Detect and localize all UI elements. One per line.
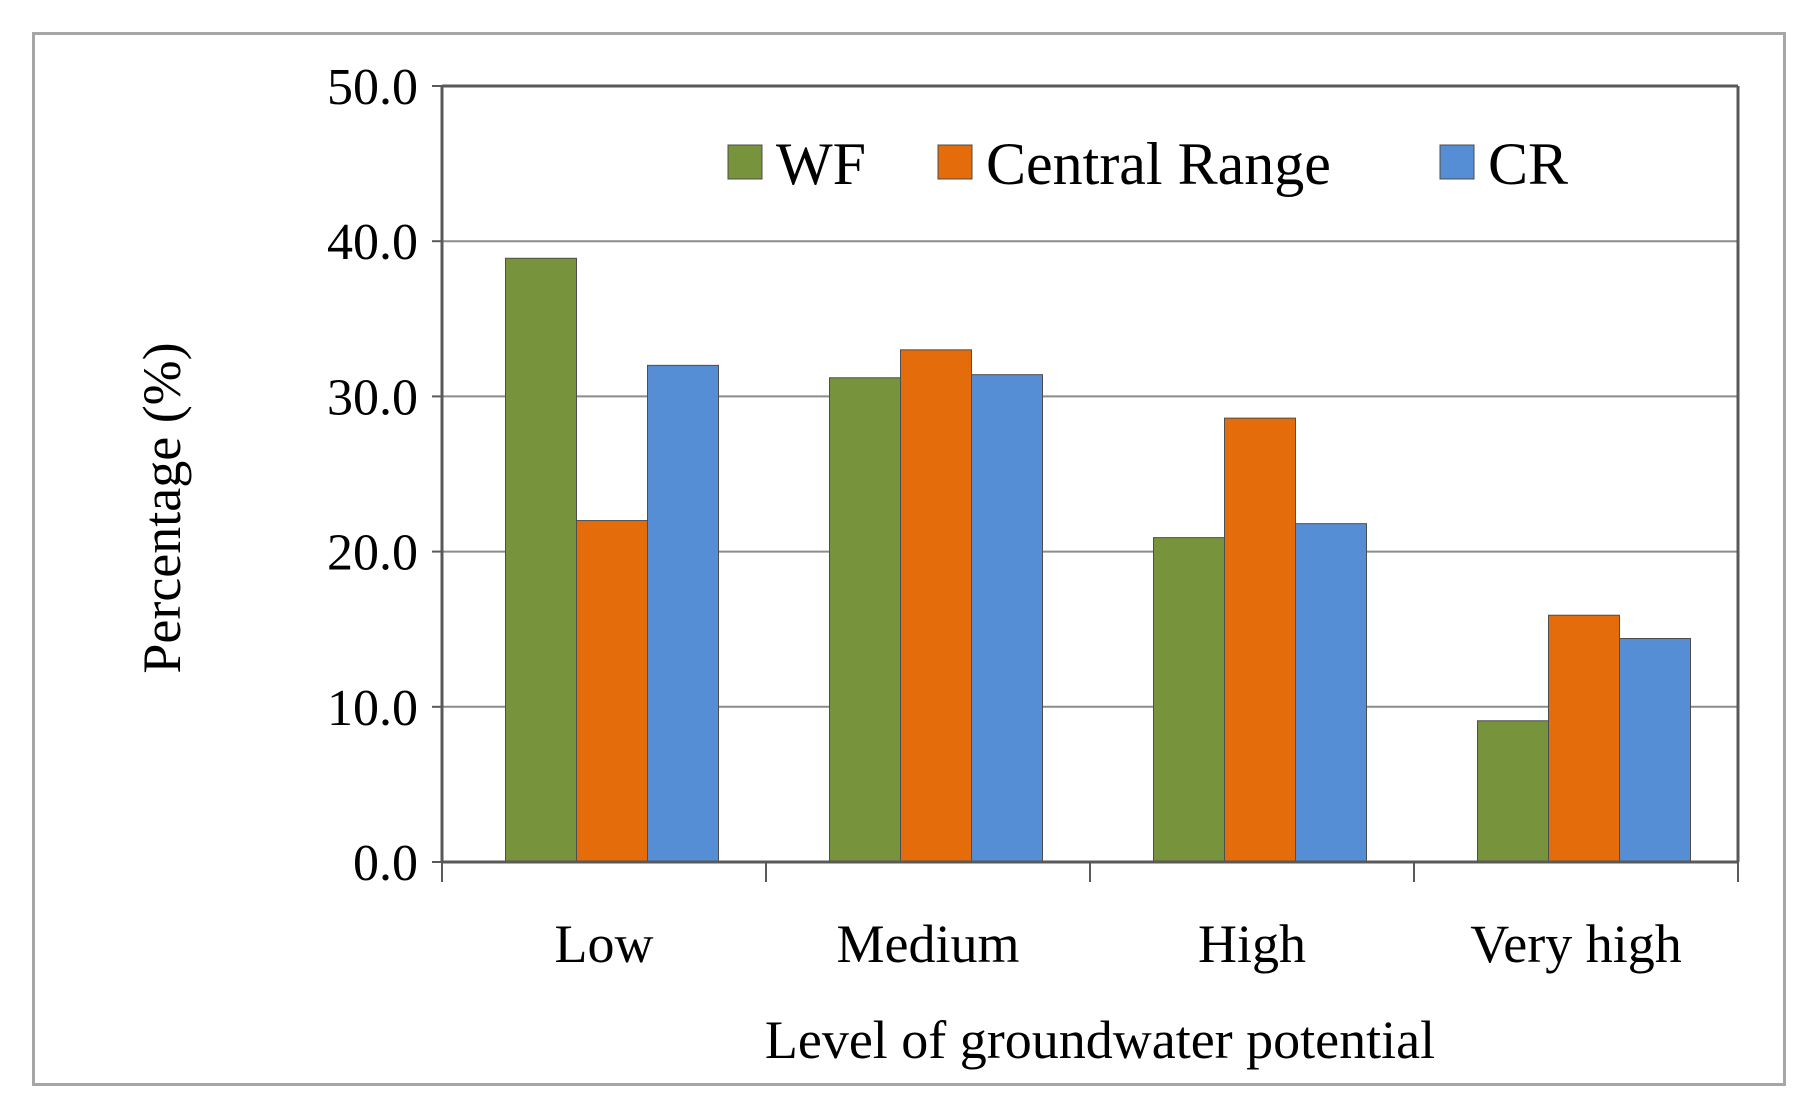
legend-label: WF	[776, 131, 866, 197]
y-tick-label: 50.0	[327, 59, 418, 116]
y-tick-label: 10.0	[327, 680, 418, 737]
y-tick-label: 0.0	[353, 835, 418, 892]
y-tick-label: 40.0	[327, 214, 418, 271]
legend-swatch	[727, 144, 763, 180]
bar-central-range-medium	[900, 349, 972, 863]
bar-wf-medium	[829, 377, 901, 863]
x-tick-label: Very high	[1470, 914, 1681, 974]
bar-cr-high	[1295, 523, 1367, 863]
y-tick-label: 20.0	[327, 525, 418, 582]
bar-wf-low	[505, 257, 577, 863]
x-axis-label: Level of groundwater potential	[765, 1010, 1435, 1070]
bar-wf-high	[1153, 537, 1225, 863]
x-tick-label: Low	[555, 914, 654, 974]
x-tick-label: High	[1198, 914, 1306, 974]
bar-cr-low	[647, 364, 719, 863]
bar-cr-medium	[971, 374, 1043, 863]
legend-label: CR	[1488, 131, 1568, 197]
legend: WF Central Range CR	[727, 131, 1568, 197]
y-axis-label: Percentage (%)	[132, 342, 192, 673]
legend-swatch	[937, 144, 973, 180]
y-tick-label: 30.0	[327, 369, 418, 426]
bars	[505, 257, 1691, 863]
x-tick-label: Medium	[837, 914, 1020, 974]
legend-swatch	[1439, 144, 1475, 180]
bar-central-range-high	[1224, 417, 1296, 863]
axes: 0.0 10.0 20.0 30.0 40.0 50.0 Low Medium High Very…	[327, 59, 1740, 974]
bar-central-range-very-high	[1548, 614, 1620, 863]
legend-label: Central Range	[986, 131, 1331, 197]
bar-wf-very-high	[1477, 720, 1549, 863]
bar-cr-very-high	[1619, 638, 1691, 863]
bar-central-range-low	[576, 520, 648, 863]
